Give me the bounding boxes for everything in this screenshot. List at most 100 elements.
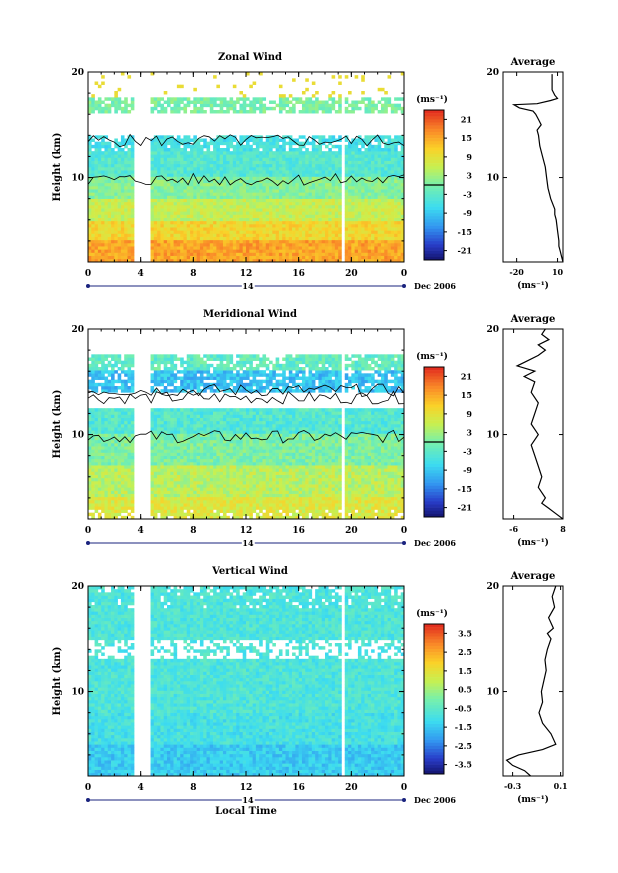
heatmap-cell	[163, 182, 168, 187]
heatmap-cell	[328, 103, 332, 108]
heatmap-cell	[255, 167, 260, 171]
heatmap-cell	[150, 477, 155, 482]
heatmap-cell	[94, 195, 99, 199]
heatmap-cell	[104, 389, 109, 393]
heatmap-cell	[390, 170, 395, 174]
heatmap-cell	[246, 214, 250, 218]
heatmap-cell	[120, 506, 125, 510]
heatmap-cell	[397, 167, 402, 171]
heatmap-cell	[226, 217, 230, 222]
heatmap-cell	[348, 144, 352, 149]
heatmap-cell	[216, 151, 220, 155]
heatmap-cell	[361, 170, 365, 174]
heatmap-cell	[183, 170, 188, 174]
heatmap-cell	[111, 100, 115, 104]
heatmap-cell	[196, 97, 201, 101]
heatmap-cell	[124, 195, 128, 199]
heatmap-cell	[295, 243, 299, 247]
heatmap-cell	[288, 201, 293, 206]
heatmap-cell	[124, 144, 128, 149]
heatmap-cell	[361, 252, 365, 256]
heatmap-cell	[97, 408, 102, 412]
heatmap-cell	[344, 258, 349, 263]
heatmap-cell	[348, 211, 352, 215]
heatmap-cell	[91, 227, 95, 231]
heatmap-cell	[163, 370, 168, 374]
heatmap-cell	[255, 243, 260, 247]
heatmap-cell	[97, 382, 102, 387]
heatmap-cell	[153, 252, 158, 256]
heatmap-cell	[338, 97, 342, 101]
heatmap-cell	[275, 154, 280, 158]
heatmap-cell	[269, 208, 273, 212]
heatmap-cell	[104, 157, 109, 161]
heatmap-cell	[285, 97, 290, 101]
heatmap-cell	[292, 154, 296, 158]
heatmap-cell	[107, 252, 112, 256]
heatmap-cell	[193, 182, 197, 187]
heatmap-cell	[88, 496, 92, 501]
heatmap-cell	[246, 72, 250, 76]
heatmap-cell	[377, 157, 382, 161]
heatmap-cell	[311, 100, 316, 104]
heatmap-cell	[239, 173, 244, 177]
heatmap-cell	[400, 252, 405, 256]
heatmap-cell	[348, 141, 352, 146]
heatmap-cell	[163, 154, 168, 158]
heatmap-cell	[186, 97, 191, 101]
heatmap-cell	[91, 230, 95, 234]
heatmap-cell	[101, 167, 105, 171]
heatmap-cell	[351, 192, 355, 196]
heatmap-cell	[315, 239, 319, 244]
heatmap-cell	[150, 154, 155, 158]
heatmap-cell	[167, 176, 171, 180]
colorbar-swatch	[424, 213, 444, 217]
heatmap-cell	[239, 198, 244, 203]
heatmap-cell	[252, 186, 257, 190]
heatmap-cell	[173, 151, 178, 155]
heatmap-cell	[367, 220, 372, 225]
heatmap-cell	[374, 144, 378, 149]
heatmap-cell	[196, 138, 201, 142]
heatmap-cell	[394, 195, 398, 199]
heatmap-cell	[104, 465, 109, 469]
heatmap-cell	[262, 220, 267, 225]
heatmap-cell	[160, 474, 165, 479]
heatmap-cell	[328, 246, 332, 250]
heatmap-cell	[124, 360, 128, 365]
heatmap-cell	[354, 239, 359, 244]
heatmap-cell	[157, 160, 161, 165]
heatmap-cell	[213, 176, 217, 180]
heatmap-cell	[170, 97, 174, 101]
colorbar-tick-label: 9	[466, 152, 472, 162]
heatmap-cell	[229, 157, 234, 161]
heatmap-cell	[124, 249, 128, 253]
heatmap-cell	[107, 224, 112, 228]
heatmap-cell	[104, 443, 109, 447]
heatmap-cell	[153, 515, 158, 520]
heatmap-cell	[272, 106, 276, 111]
heatmap-cell	[255, 154, 260, 158]
heatmap-cell	[190, 198, 194, 203]
heatmap-cell	[167, 484, 171, 488]
heatmap-cell	[387, 252, 392, 256]
heatmap-cell	[262, 103, 267, 108]
heatmap-cell	[111, 246, 115, 250]
heatmap-cell	[259, 167, 263, 171]
heatmap-cell	[206, 249, 211, 253]
heatmap-cell	[209, 217, 214, 222]
heatmap-cell	[390, 110, 395, 114]
heatmap-cell	[357, 214, 362, 218]
heatmap-cell	[127, 258, 132, 263]
colorbar-swatch	[424, 119, 444, 123]
heatmap-cell	[298, 186, 303, 190]
heatmap-cell	[397, 160, 402, 165]
heatmap-cell	[262, 160, 267, 165]
heatmap-cell	[311, 138, 316, 142]
heatmap-cell	[170, 249, 174, 253]
heatmap-cell	[315, 230, 319, 234]
heatmap-cell	[206, 246, 211, 250]
heatmap-cell	[163, 414, 168, 418]
heatmap-cell	[91, 255, 95, 260]
heatmap-cell	[167, 408, 171, 412]
